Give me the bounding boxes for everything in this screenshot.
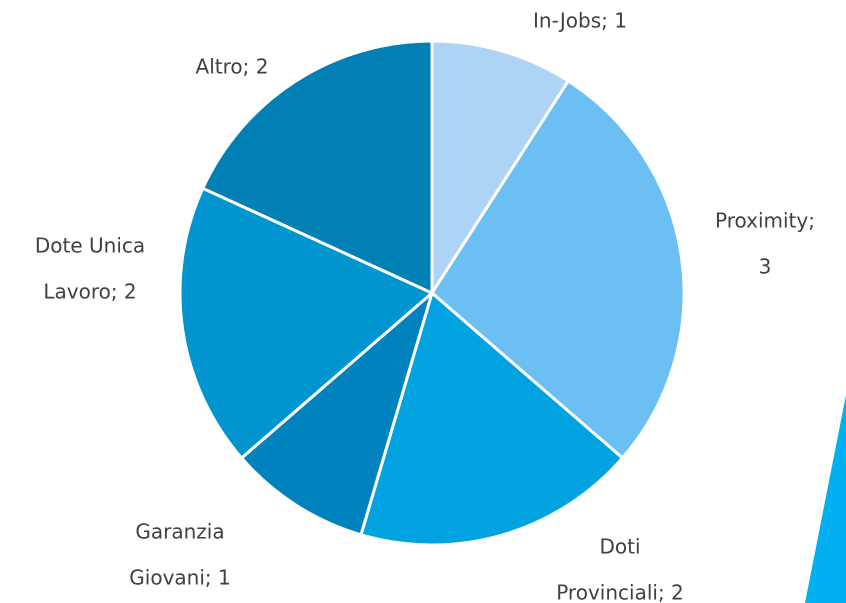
data-label: Altro; 2	[196, 55, 269, 79]
pie-slice: In-Jobs	[430, 39, 571, 299]
data-label: In-Jobs; 1	[533, 9, 627, 33]
pie-slice: Garanzia Giovani	[239, 288, 435, 537]
pie-slice: Altro	[200, 39, 434, 296]
pie-slice: Doti Provinciali	[359, 290, 625, 547]
data-label: Provinciali; 2	[556, 581, 684, 603]
decoration	[805, 395, 846, 603]
data-label: 3	[759, 255, 772, 279]
pie-slice: Proximity	[430, 78, 686, 461]
data-label: Proximity;	[715, 209, 815, 233]
data-label: Garanzia	[135, 520, 224, 544]
data-label: Doti	[599, 535, 640, 559]
data-label: Dote Unica	[35, 234, 145, 258]
pie-slice: Dote Unica Lavoro	[178, 186, 435, 461]
data-label: Giovani; 1	[129, 566, 230, 590]
data-label: Lavoro; 2	[43, 280, 136, 304]
